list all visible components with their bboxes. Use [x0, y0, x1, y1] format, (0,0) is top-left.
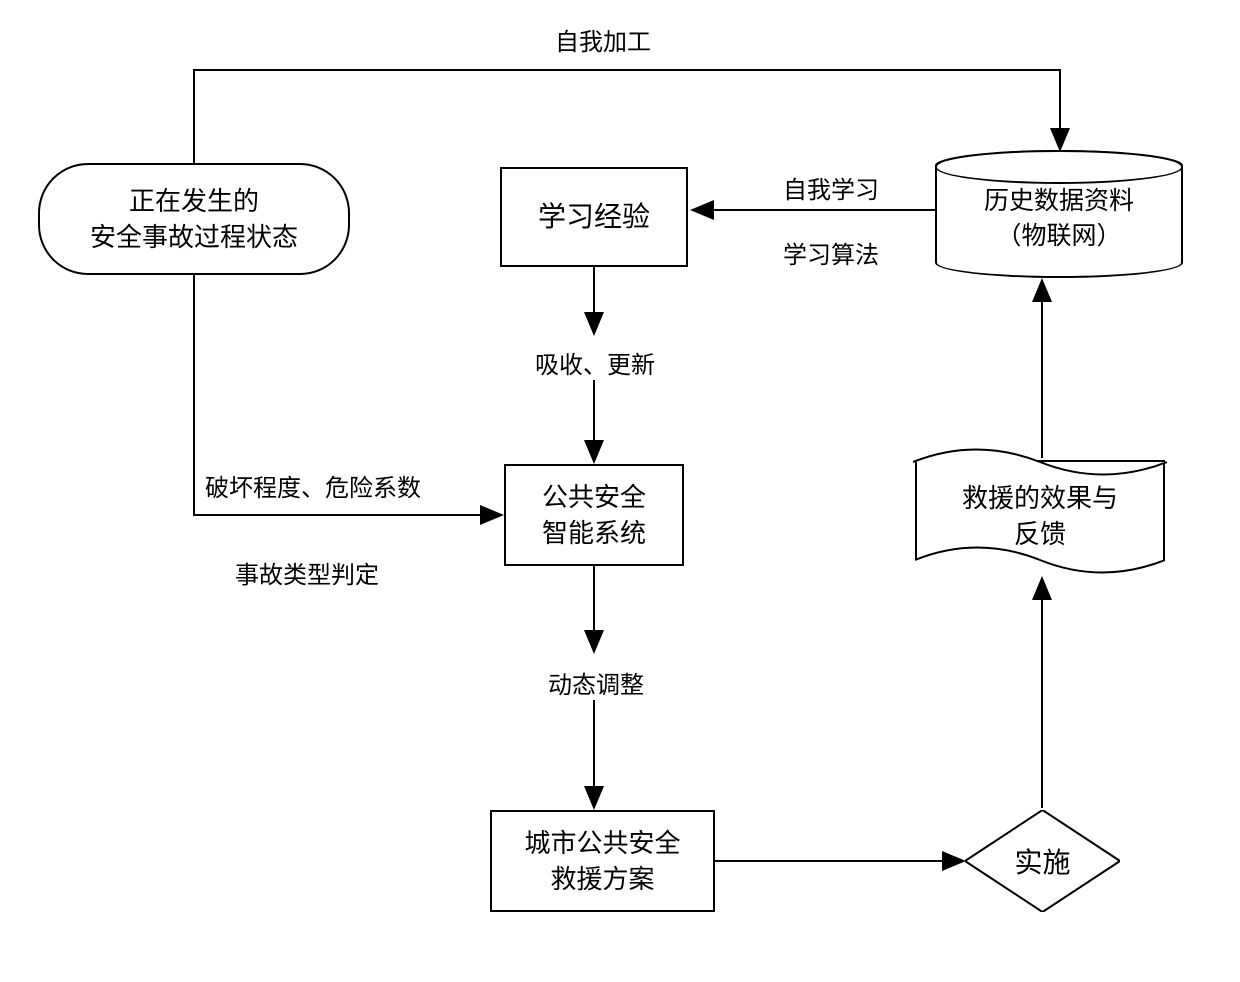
edge-label-learning-algorithm: 学习算法 [783, 235, 879, 270]
edge-label-accident-type: 事故类型判定 [235, 555, 379, 590]
node-learning-experience: 学习经验 [500, 167, 688, 267]
node-historical-data-line1: 历史数据资料 [941, 184, 1177, 219]
edge-label-absorb-update: 吸收、更新 [535, 345, 655, 380]
node-historical-data-line2: （物联网） [941, 219, 1177, 254]
node-implement: 实施 [965, 810, 1120, 912]
node-rescue-plan-line2: 救援方案 [524, 861, 680, 897]
node-public-safety-ai-line1: 公共安全 [542, 479, 646, 515]
node-rescue-feedback-line1: 救援的效果与 [921, 480, 1159, 516]
edge-label-self-learning: 自我学习 [783, 170, 879, 205]
node-public-safety-ai: 公共安全 智能系统 [504, 464, 684, 566]
node-rescue-plan: 城市公共安全 救援方案 [490, 810, 715, 912]
node-rescue-plan-line1: 城市公共安全 [524, 825, 680, 861]
node-learning-experience-label: 学习经验 [534, 193, 654, 240]
doc-top-wave [913, 442, 1167, 482]
edge-label-damage-risk: 破坏程度、危险系数 [205, 468, 421, 503]
flowchart-canvas: 正在发生的 安全事故过程状态 学习经验 历史数据资料 （物联网） 公共安全 智能… [0, 0, 1240, 982]
edge-label-self-processing: 自我加工 [555, 22, 651, 57]
node-ongoing-accident-line1: 正在发生的 [90, 183, 298, 219]
edge-label-dynamic-adjust: 动态调整 [548, 665, 644, 700]
node-historical-data: 历史数据资料 （物联网） [935, 150, 1183, 278]
node-public-safety-ai-line2: 智能系统 [542, 515, 646, 551]
node-ongoing-accident-line2: 安全事故过程状态 [90, 219, 298, 255]
node-implement-label: 实施 [1014, 841, 1070, 881]
node-ongoing-accident: 正在发生的 安全事故过程状态 [38, 163, 350, 275]
